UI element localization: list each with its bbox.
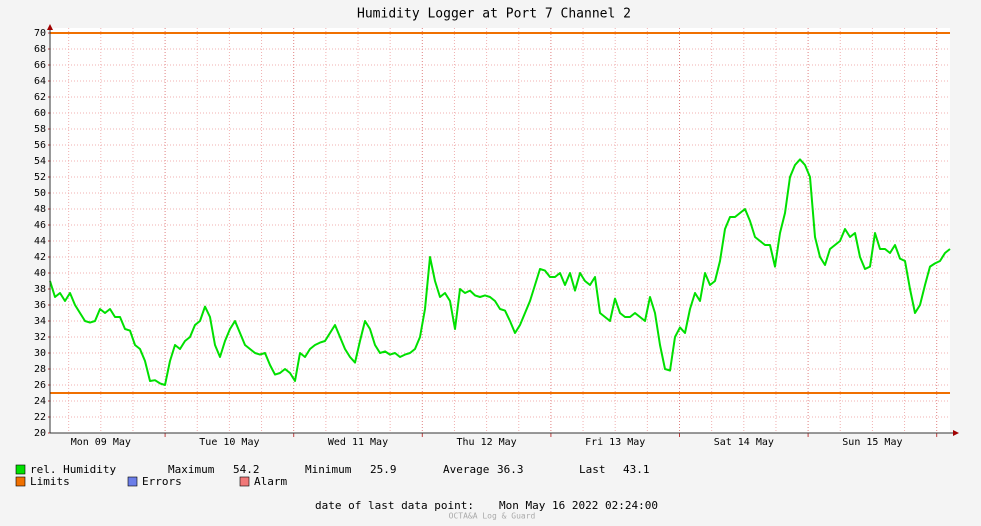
y-tick-label: 66 [34,60,46,71]
x-tick-label: Tue 10 May [199,437,259,448]
y-tick-label: 40 [34,268,46,279]
chart-title: Humidity Logger at Port 7 Channel 2 [357,7,631,22]
footer-date: Mon May 16 2022 02:24:00 [499,499,658,512]
legend-swatch [127,476,138,487]
y-tick-label: 30 [34,348,46,359]
y-tick-label: 68 [34,44,46,55]
y-tick-label: 58 [34,124,46,135]
legend-swatch [239,476,250,487]
x-tick-label: Mon 09 May [71,437,131,448]
y-tick-label: 50 [34,188,46,199]
y-tick-label: 20 [34,428,46,439]
y-tick-label: 48 [34,204,46,215]
series-line [49,158,951,386]
y-arrow [47,24,53,30]
y-tick-label: 62 [34,92,46,103]
x-tick-label: Sun 15 May [842,437,902,448]
y-tick-label: 56 [34,140,46,151]
stat-label: Last [579,463,606,476]
x-tick-label: Sat 14 May [714,437,774,448]
stat-value: 54.2 [233,463,260,476]
y-tick-label: 32 [34,332,46,343]
legend-swatch [15,476,26,487]
legend-label: Limits [30,475,70,488]
footer-label: date of last data point: [315,499,474,512]
stat-value: 25.9 [370,463,397,476]
y-tick-label: 26 [34,380,46,391]
x-arrow [953,430,959,436]
y-tick-label: 24 [34,396,46,407]
y-tick-label: 44 [34,236,46,247]
legend-label: Alarm [254,475,287,488]
stat-value: 43.1 [623,463,650,476]
marks [49,32,951,394]
y-tick-label: 70 [34,28,46,39]
y-tick-label: 38 [34,284,46,295]
y-tick-label: 36 [34,300,46,311]
stat-label: Maximum [168,463,215,476]
y-tick-label: 64 [34,76,46,87]
stat-label: Average [443,463,489,476]
y-tick-label: 42 [34,252,46,263]
x-tick-label: Fri 13 May [585,437,645,448]
watermark: OCTA&A Log & Guard [449,512,536,521]
y-tick-label: 22 [34,412,46,423]
x-tick-label: Thu 12 May [456,437,516,448]
y-tick-label: 34 [34,316,46,327]
legend-label: Errors [142,475,182,488]
y-tick-label: 54 [34,156,46,167]
y-tick-label: 60 [34,108,46,119]
stat-value: 36.3 [497,463,524,476]
legend-label: rel. Humidity [30,463,116,476]
x-tick-label: Wed 11 May [328,437,388,448]
plot-area [50,28,950,433]
stat-label: Minimum [305,463,352,476]
y-tick-label: 46 [34,220,46,231]
y-tick-label: 52 [34,172,46,183]
y-tick-label: 28 [34,364,46,375]
legend-swatch [15,464,26,475]
